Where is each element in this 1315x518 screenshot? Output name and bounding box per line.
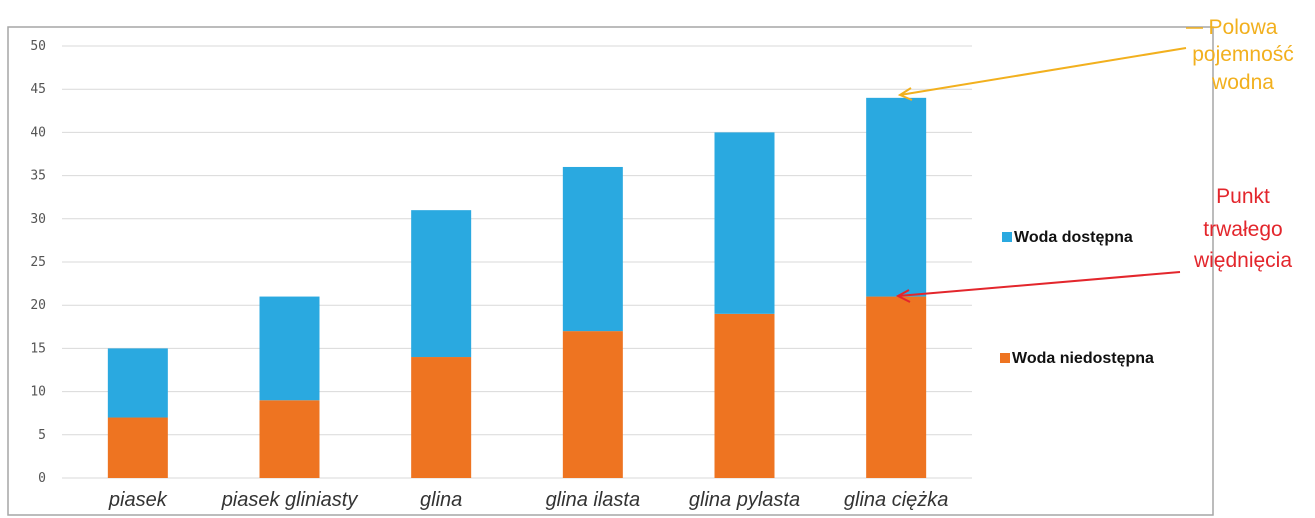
bar-woda-niedostepna [259,400,320,478]
y-tick-label: 0 [38,471,46,486]
field-capacity-arrow [899,47,1187,96]
category-label: glina ilasta [546,489,641,511]
wilting-point-label-line-2: trwałego [1203,218,1282,241]
legend-swatch-woda-niedostepna [1000,353,1010,363]
bars [107,97,927,478]
category-label: glina pylasta [689,489,800,511]
field-capacity-label-line-1: Polowa [1209,16,1278,39]
y-tick-label: 10 [30,385,46,400]
category-label: piasek [108,489,168,511]
field-capacity-arrowhead [897,87,913,101]
bar-woda-dostepna [562,166,623,332]
annotation-field-capacity: Polowa pojemność wodna [897,16,1294,101]
legend-label-woda-niedostepna: Woda niedostępna [1012,350,1154,367]
category-label: glina ciężka [844,489,949,511]
category-label: piasek gliniasty [221,489,359,511]
legend: Woda dostępna Woda niedostępna [1000,229,1154,367]
bar-woda-niedostepna [562,331,623,478]
category-labels: piasek piasek gliniasty glina glina ilasta g… [108,489,948,511]
category-label: glina [420,489,462,511]
gridlines [62,45,972,479]
bar-woda-niedostepna [107,417,168,478]
y-tick-label: 20 [30,298,46,313]
y-tick-label: 45 [30,82,46,97]
annotation-wilting-point: Punkt trwałego więdnięcia [895,185,1292,303]
y-tick-label: 30 [30,212,46,227]
wilting-point-label-line-1: Punkt [1216,185,1270,208]
y-tick-label: 35 [30,169,46,184]
y-tick-label: 50 [30,39,46,54]
wilting-point-label-line-3: więdnięcia [1193,249,1292,272]
bar-woda-dostepna [411,210,472,358]
bar-woda-dostepna [714,132,775,314]
y-axis-ticks: 0 5 10 15 20 25 30 35 40 45 50 [30,39,46,486]
legend-label-woda-dostepna: Woda dostępna [1014,229,1133,246]
y-tick-label: 15 [30,341,46,356]
field-capacity-label-line-3: wodna [1211,71,1274,94]
bar-woda-niedostepna [714,313,775,478]
bar-woda-niedostepna [866,296,927,478]
bar-woda-dostepna [107,348,168,418]
wilting-point-arrowhead [895,289,911,303]
wilting-point-arrow [897,271,1181,297]
bar-woda-dostepna [259,296,320,401]
bar-woda-niedostepna [411,357,472,478]
y-tick-label: 40 [30,125,46,140]
bar-woda-dostepna [866,97,927,297]
y-tick-label: 5 [38,428,46,443]
legend-swatch-woda-dostepna [1002,232,1012,242]
chart-frame [7,26,1214,516]
field-capacity-label-line-2: pojemność [1192,43,1294,66]
y-tick-label: 25 [30,255,46,270]
